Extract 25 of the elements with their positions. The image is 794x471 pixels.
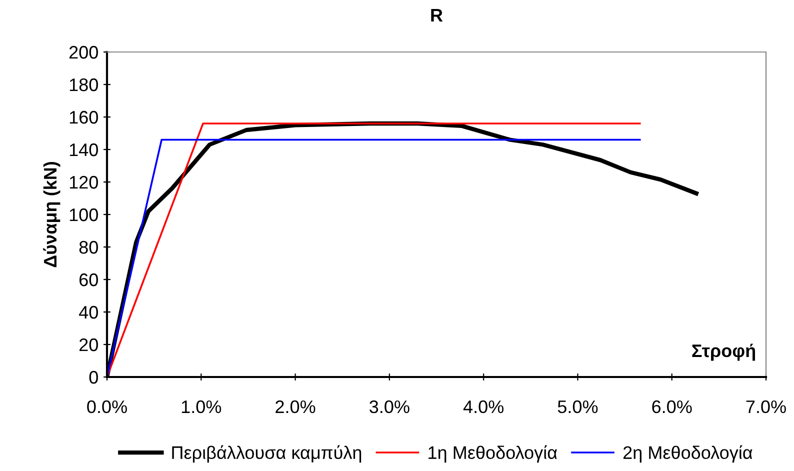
y-tick-label: 100	[70, 208, 98, 222]
y-tick-label: 80	[79, 240, 98, 254]
y-tick-label: 180	[70, 78, 98, 92]
x-tick-label: 4.0%	[463, 400, 504, 414]
x-tick-label: 7.0%	[746, 400, 786, 414]
x-axis-title: Στροφή	[692, 344, 755, 361]
y-tick-label: 200	[69, 46, 98, 59]
y-axis-title: Δύναμη (kN)	[43, 162, 60, 268]
legend-label: Περιβάλλουσα καμπύλη	[172, 445, 362, 463]
y-tick-label: 60	[80, 273, 98, 286]
y-tick-label: 40	[79, 306, 98, 319]
x-tick-label: 0.0%	[87, 400, 127, 414]
y-tick-label: 120	[70, 176, 98, 189]
chart-title: R	[431, 9, 443, 22]
legend-label: 1η Μεθοδολογία	[428, 445, 558, 463]
x-tick-label: 3.0%	[370, 400, 410, 414]
x-tick-label: 6.0%	[652, 400, 692, 414]
y-tick-label: 20	[79, 338, 98, 352]
legend-label: 2η Μεθοδολογία	[623, 445, 752, 463]
x-tick-label: 2.0%	[276, 400, 316, 414]
y-tick-label: 160	[70, 110, 98, 124]
x-tick-label: 1.0%	[182, 400, 222, 414]
y-tick-label: 0	[89, 370, 98, 384]
x-tick-label: 5.0%	[558, 400, 598, 414]
y-tick-label: 140	[70, 143, 98, 156]
